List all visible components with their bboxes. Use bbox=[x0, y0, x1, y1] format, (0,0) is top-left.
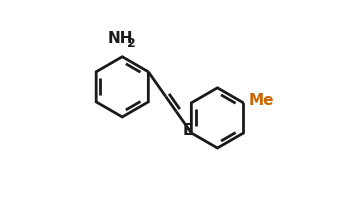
Text: 2: 2 bbox=[127, 37, 135, 50]
Text: Me: Me bbox=[248, 93, 274, 108]
Text: NH: NH bbox=[107, 31, 133, 46]
Text: E: E bbox=[183, 123, 193, 138]
